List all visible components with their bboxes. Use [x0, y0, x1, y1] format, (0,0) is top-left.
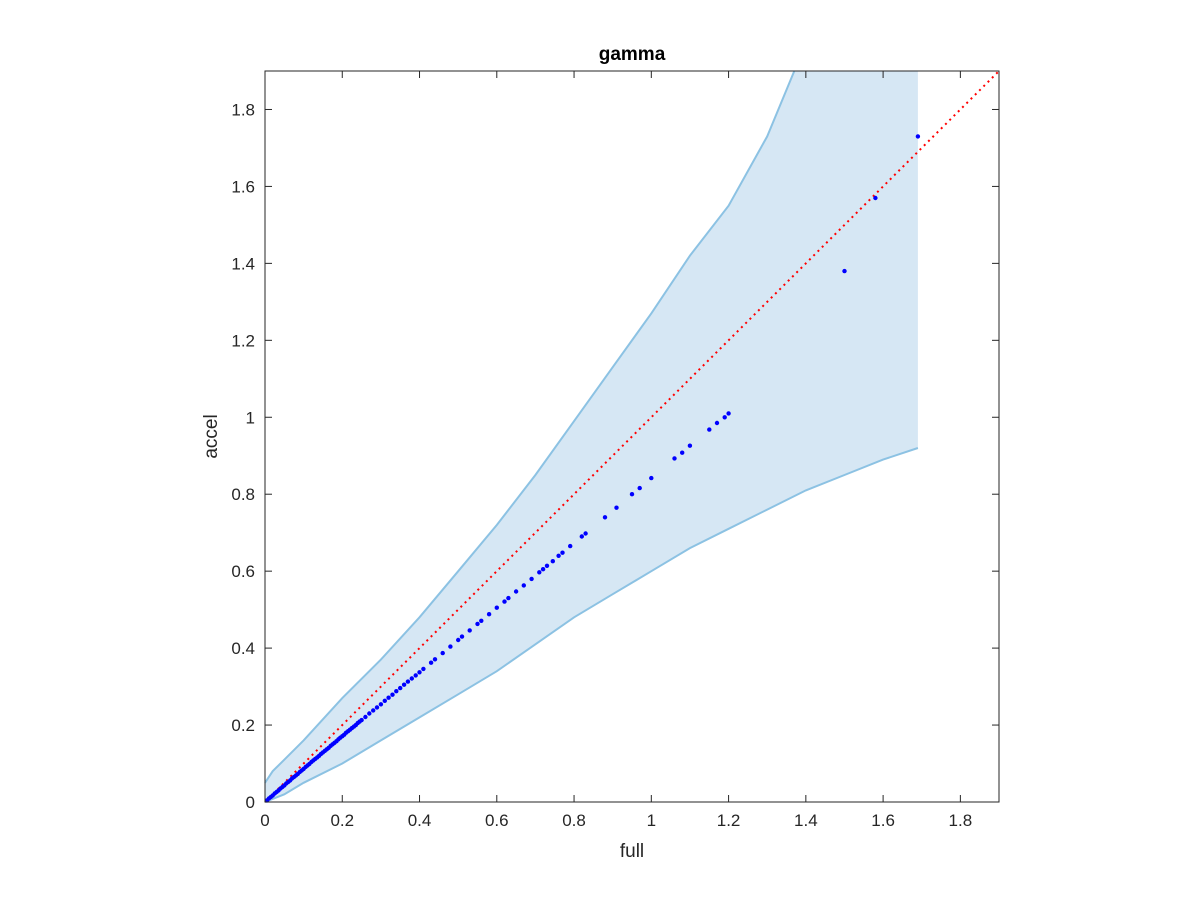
data-point — [560, 550, 565, 555]
data-point — [726, 411, 731, 416]
data-point — [842, 268, 847, 274]
data-point — [915, 134, 921, 139]
y-tick-label: 1.2 — [231, 331, 255, 350]
data-point — [521, 583, 526, 588]
data-point — [680, 450, 685, 455]
data-point — [614, 505, 619, 510]
data-point — [513, 589, 519, 594]
x-tick-label: 1.4 — [794, 811, 818, 830]
data-point — [486, 612, 492, 617]
data-point — [378, 702, 384, 707]
data-point — [579, 534, 584, 539]
data-point — [401, 682, 407, 687]
x-tick-label: 0.4 — [408, 811, 432, 830]
x-tick-label: 1 — [647, 811, 656, 830]
data-point — [529, 576, 534, 582]
data-point — [405, 679, 411, 684]
y-tick-label: 1.8 — [231, 100, 255, 119]
data-point — [722, 415, 727, 420]
confidence-band — [264, 70, 919, 803]
data-point — [409, 676, 414, 681]
data-point — [417, 670, 422, 675]
data-point — [550, 559, 555, 564]
data-point — [502, 599, 507, 604]
data-point — [428, 660, 434, 665]
x-tick-label: 0.8 — [562, 811, 586, 830]
y-tick-label: 0 — [246, 793, 255, 812]
data-point — [448, 644, 453, 649]
band-lower-edge — [264, 447, 919, 803]
data-point — [649, 475, 654, 481]
x-tick-label: 1.6 — [871, 811, 895, 830]
x-tick-label: 1.2 — [717, 811, 741, 830]
data-point — [440, 650, 445, 656]
data-point — [629, 492, 635, 497]
data-point — [873, 195, 878, 201]
y-tick-label: 0.8 — [231, 485, 255, 504]
axes-frame — [264, 70, 1000, 803]
data-point — [421, 666, 426, 672]
data-point — [413, 673, 418, 678]
x-axis-label: full — [620, 841, 644, 862]
reference-line — [264, 70, 1000, 803]
band-upper-edge — [264, 70, 796, 784]
data-point — [556, 553, 561, 558]
data-point — [540, 567, 546, 572]
data-points — [264, 134, 921, 803]
data-point — [494, 605, 499, 610]
chart-title: gamma — [599, 44, 666, 65]
x-tick-label: 0.2 — [330, 811, 354, 830]
data-point — [359, 717, 364, 723]
data-point — [714, 420, 720, 426]
data-point — [544, 563, 550, 568]
reference-line-group — [264, 70, 1000, 803]
y-tick-label: 1 — [246, 408, 255, 427]
data-point — [386, 695, 391, 700]
data-point — [363, 714, 368, 720]
x-tick-label: 0.6 — [485, 811, 509, 830]
data-point — [475, 621, 480, 627]
y-axis-ticks: 0 0.2 0.4 0.6 0.8 1 1.2 1.4 1.6 1.8 — [231, 100, 999, 812]
x-tick-label: 0 — [260, 811, 269, 830]
data-point — [432, 657, 438, 662]
data-point — [707, 427, 712, 432]
y-axis-label: accel — [201, 414, 222, 458]
data-point — [506, 595, 511, 601]
data-point — [394, 689, 399, 694]
y-tick-label: 0.2 — [231, 716, 255, 735]
x-axis-ticks: 0 0.2 0.4 0.6 0.8 1 1.2 1.4 1.6 1.8 — [260, 71, 972, 830]
data-point — [637, 485, 642, 491]
data-point — [371, 708, 376, 713]
data-point — [367, 711, 372, 716]
x-tick-label: 1.8 — [949, 811, 973, 830]
data-point — [459, 634, 465, 639]
data-point — [583, 531, 588, 536]
y-tick-label: 0.4 — [231, 639, 255, 658]
data-point — [382, 698, 387, 703]
y-tick-label: 0.6 — [231, 562, 255, 581]
data-point — [537, 570, 542, 575]
data-point — [687, 443, 693, 448]
data-point — [398, 685, 403, 691]
data-point — [390, 692, 395, 697]
data-point — [568, 543, 573, 549]
data-point — [672, 456, 677, 461]
data-point — [374, 705, 380, 710]
data-point — [602, 515, 608, 520]
band-fill — [265, 71, 918, 802]
y-tick-label: 1.4 — [231, 254, 255, 273]
data-point — [467, 628, 472, 633]
data-point — [479, 618, 484, 623]
y-tick-label: 1.6 — [231, 177, 255, 196]
data-point — [456, 637, 461, 643]
